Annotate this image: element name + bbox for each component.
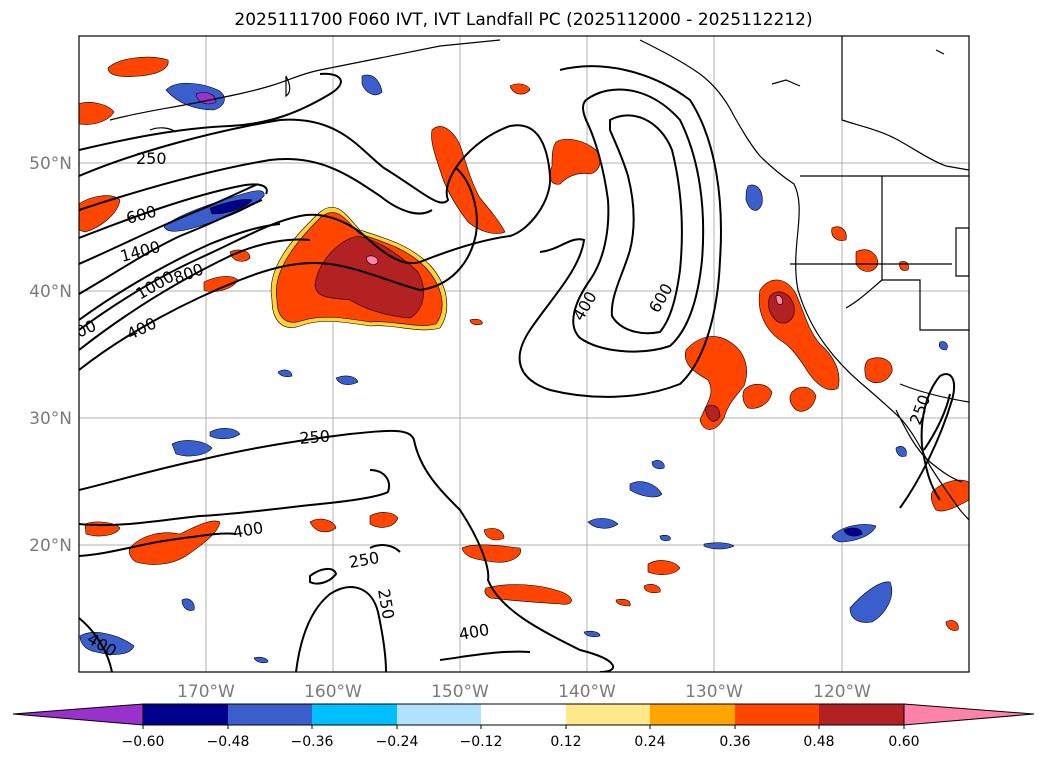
colorbar-segment	[312, 704, 397, 725]
colorbar-extend-max	[903, 703, 1035, 726]
colorbar-tick-label: −0.60	[122, 734, 165, 750]
plot-frame	[78, 35, 970, 673]
lon-label-120w: 120°W	[813, 682, 871, 702]
colorbar-segment	[143, 704, 228, 725]
lon-label-150w: 150°W	[431, 682, 489, 702]
colorbar-tick-label: 0.12	[550, 734, 581, 750]
positive-pc-fill	[79, 56, 969, 631]
negative-pc-fill	[79, 74, 948, 664]
colorbar-segment	[735, 704, 819, 725]
colorbar-segment	[650, 704, 735, 725]
lat-label-40n: 40°N	[29, 282, 72, 302]
lon-label-130w: 130°W	[685, 682, 743, 702]
lon-label-160w: 160°W	[304, 682, 362, 702]
colorbar-segment	[481, 704, 566, 725]
contour-label: 250	[136, 149, 167, 168]
colorbar-segment	[228, 704, 312, 725]
colorbar-segment	[819, 704, 904, 725]
colorbar-segment	[397, 704, 481, 725]
colorbar-tick-label: −0.48	[207, 734, 250, 750]
contour-label: 00	[73, 316, 99, 342]
colorbar-tick-label: −0.12	[460, 734, 503, 750]
lat-label-20n: 20°N	[29, 536, 72, 556]
ivt-contours	[79, 65, 956, 672]
colorbar: −0.60 −0.48 −0.36 −0.24 −0.12 0.12 0.24 …	[12, 703, 1035, 750]
longitude-axis: 170°W 160°W 150°W 140°W 130°W 120°W	[177, 682, 871, 702]
lat-label-30n: 30°N	[29, 409, 72, 429]
latitude-axis: 50°N 40°N 30°N 20°N	[29, 154, 72, 556]
plot-area	[79, 36, 969, 672]
contour-label: 250	[299, 426, 331, 448]
colorbar-tick-label: 0.48	[803, 734, 834, 750]
lat-label-50n: 50°N	[29, 154, 72, 174]
colorbar-tick-label: 0.24	[634, 734, 665, 750]
colorbar-tick-label: 0.36	[719, 734, 750, 750]
colorbar-extend-min	[12, 703, 144, 726]
colorbar-tick-label: −0.36	[291, 734, 334, 750]
lon-label-170w: 170°W	[177, 682, 235, 702]
colorbar-tick-label: 0.60	[888, 734, 919, 750]
map-title: 2025111700 F060 IVT, IVT Landfall PC (20…	[234, 10, 813, 30]
coastline-borders	[109, 36, 969, 521]
colorbar-segment	[566, 704, 650, 725]
lon-label-140w: 140°W	[558, 682, 616, 702]
colorbar-tick-label: −0.24	[376, 734, 419, 750]
